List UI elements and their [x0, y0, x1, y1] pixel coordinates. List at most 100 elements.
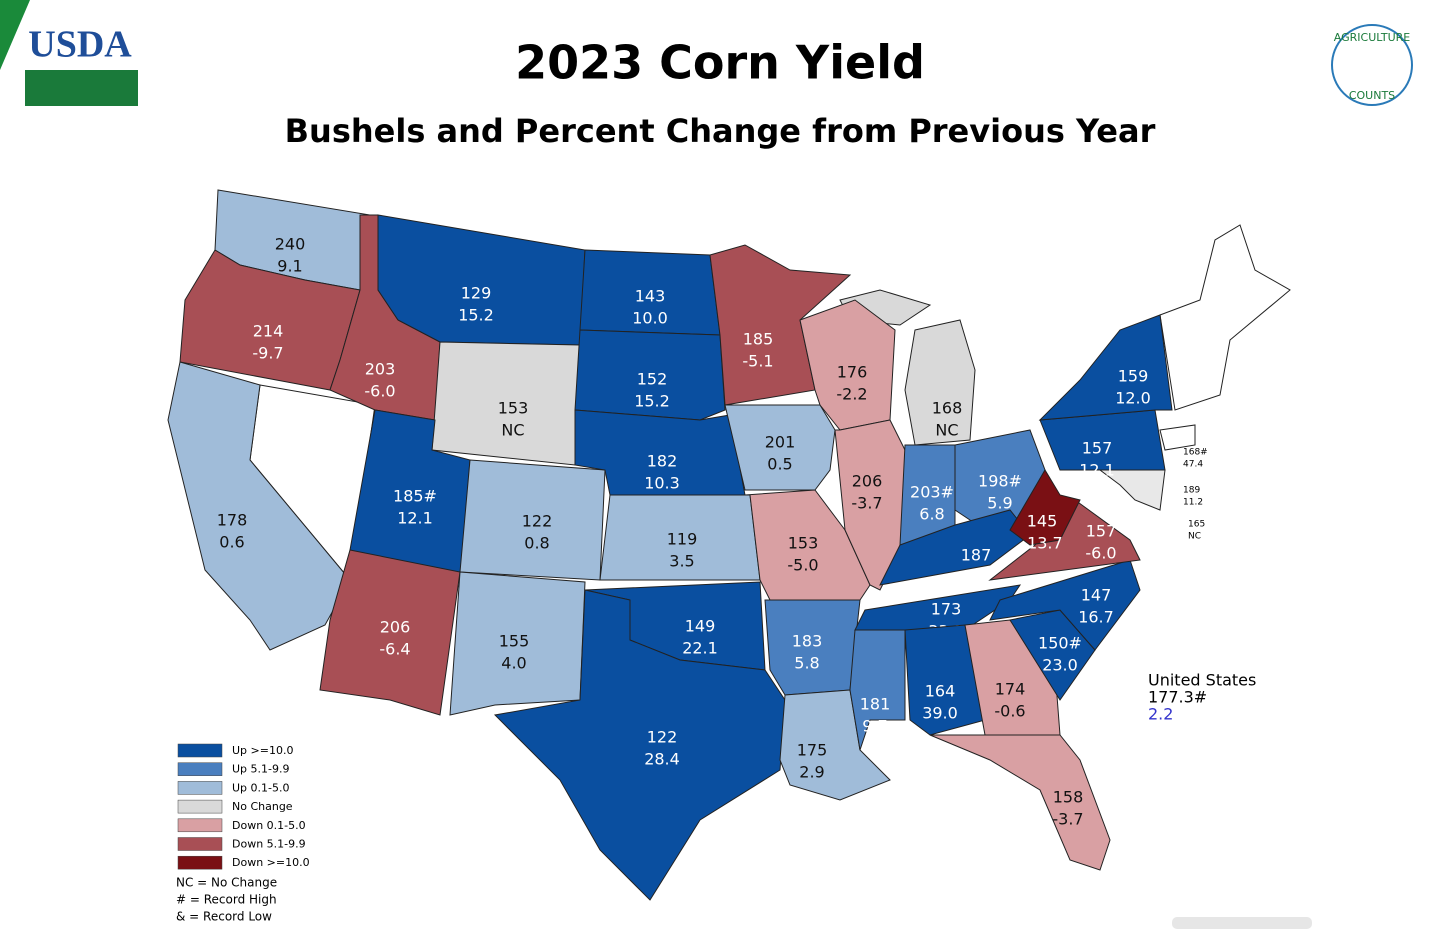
- legend-note: # = Record High: [176, 893, 277, 907]
- state-yield: 122: [522, 512, 553, 531]
- state-yield: 168: [932, 399, 963, 418]
- legend-swatch: [177, 781, 223, 795]
- state-yield: 155: [499, 632, 530, 651]
- state-shape: [1159, 224, 1291, 411]
- state-yield: 129: [461, 284, 492, 303]
- legend-label: Up 5.1-9.9: [232, 763, 290, 776]
- state-yield: 198#: [978, 472, 1022, 491]
- legend-label: Up >=10.0: [232, 744, 293, 757]
- state-shape: [964, 619, 1061, 736]
- state-change: 39.0: [922, 704, 958, 723]
- state-change: 28.4: [644, 750, 680, 769]
- state-change: -6.4: [379, 640, 410, 659]
- state-change: -6.0: [364, 382, 395, 401]
- small-state-yield: 168#: [1183, 448, 1208, 458]
- badge: [1331, 24, 1413, 106]
- state-change: -0.6: [994, 702, 1025, 721]
- state-change: 9.1: [277, 257, 302, 276]
- state-shape: [1159, 424, 1196, 451]
- state-change: 19.9: [958, 568, 994, 587]
- state-shape: [904, 319, 976, 446]
- state-change: -13.7: [1021, 534, 1062, 553]
- state-shape: [377, 214, 586, 346]
- state-shape: [574, 329, 726, 421]
- legend-label: Down 0.1-5.0: [232, 819, 306, 832]
- state-change: 12.1: [397, 509, 433, 528]
- state-change: 5.8: [794, 654, 819, 673]
- state-change: 22.1: [682, 639, 718, 658]
- state-yield: 240: [275, 235, 306, 254]
- state-yield: 206: [852, 472, 883, 491]
- state-change: 16.7: [1078, 608, 1114, 627]
- state-yield: 201: [765, 433, 796, 452]
- state-change: NC: [935, 421, 958, 440]
- state-change: -5.1: [742, 352, 773, 371]
- state-yield: 183: [792, 632, 823, 651]
- usda-logo: USDA: [28, 24, 132, 66]
- state-yield: 159: [1118, 367, 1149, 386]
- state-change: -3.7: [1052, 810, 1083, 829]
- state-yield: 185#: [393, 487, 437, 506]
- state-shape: [834, 419, 906, 591]
- state-change: 0.6: [219, 533, 244, 552]
- small-state-change: NC: [1188, 532, 1201, 542]
- state-change: 15.2: [458, 306, 494, 325]
- legend-note: & = Record Low: [176, 910, 272, 924]
- state-yield: 122: [647, 728, 678, 747]
- state-change: -2.2: [836, 385, 867, 404]
- legend-swatch: [177, 837, 223, 851]
- small-state-yield: 165: [1188, 520, 1205, 530]
- state-yield: 214: [253, 322, 284, 341]
- state-change: 15.2: [634, 392, 670, 411]
- state-change: 12.0: [1115, 389, 1151, 408]
- state-change: 2.9: [799, 763, 824, 782]
- state-yield: 149: [685, 617, 716, 636]
- state-change: 10.0: [632, 309, 668, 328]
- small-state-change: 11.2: [1183, 498, 1203, 508]
- legend: Up >=10.0 Up 5.1-9.9 Up 0.1-5.0 No Change Do…: [176, 743, 310, 924]
- state-yield: 145: [1027, 512, 1058, 531]
- state-yield: 157: [1086, 522, 1117, 541]
- state-yield: 158: [1053, 788, 1084, 807]
- usda-logo-base: [25, 70, 138, 106]
- legend-note: NC = No Change: [176, 876, 277, 890]
- small-state-yield: 189: [1183, 486, 1200, 496]
- state-change: 6.8: [919, 505, 944, 524]
- state-shape: [988, 499, 1141, 581]
- legend-swatch: [177, 743, 223, 758]
- state-change: 23.0: [1042, 656, 1078, 675]
- corner-accent: [0, 0, 30, 70]
- state-yield: 157: [1082, 439, 1113, 458]
- legend-label: Down >=10.0: [232, 856, 310, 869]
- us-change: 2.2: [1148, 705, 1173, 724]
- us-yield: 177.3#: [1148, 688, 1207, 707]
- state-change: 4.0: [501, 654, 526, 673]
- state-change: -5.0: [787, 556, 818, 575]
- state-shape: [493, 589, 786, 901]
- legend-label: Up 0.1-5.0: [232, 781, 290, 794]
- state-yield: 185: [743, 330, 774, 349]
- state-shape: [929, 734, 1111, 871]
- state-yield: 150#: [1038, 634, 1082, 653]
- state-change: -9.7: [252, 344, 283, 363]
- state-yield: 164: [925, 682, 956, 701]
- state-yield: 152: [637, 370, 668, 389]
- state-yield: 187: [961, 546, 992, 565]
- state-yield: 174: [995, 680, 1026, 699]
- state-yield: 206: [380, 618, 411, 637]
- state-change: 5.9: [987, 494, 1012, 513]
- map: 240 9.1 214 -9.7 178 0.6 203 -6.0 129 15.2 153 NC 18…: [167, 189, 1291, 901]
- state-change: NC: [501, 421, 524, 440]
- state-change: 10.3: [644, 474, 680, 493]
- legend-swatch: [177, 762, 223, 776]
- state-change: 12.1: [1079, 461, 1115, 480]
- state-yield: 143: [635, 287, 666, 306]
- state-yield: 153: [498, 399, 529, 418]
- legend-swatch: [177, 818, 223, 833]
- state-shape: [904, 624, 986, 736]
- state-shape: [1038, 314, 1173, 421]
- state-shape: [1009, 469, 1081, 546]
- state-yield: 175: [797, 741, 828, 760]
- state-change: 0.5: [767, 455, 792, 474]
